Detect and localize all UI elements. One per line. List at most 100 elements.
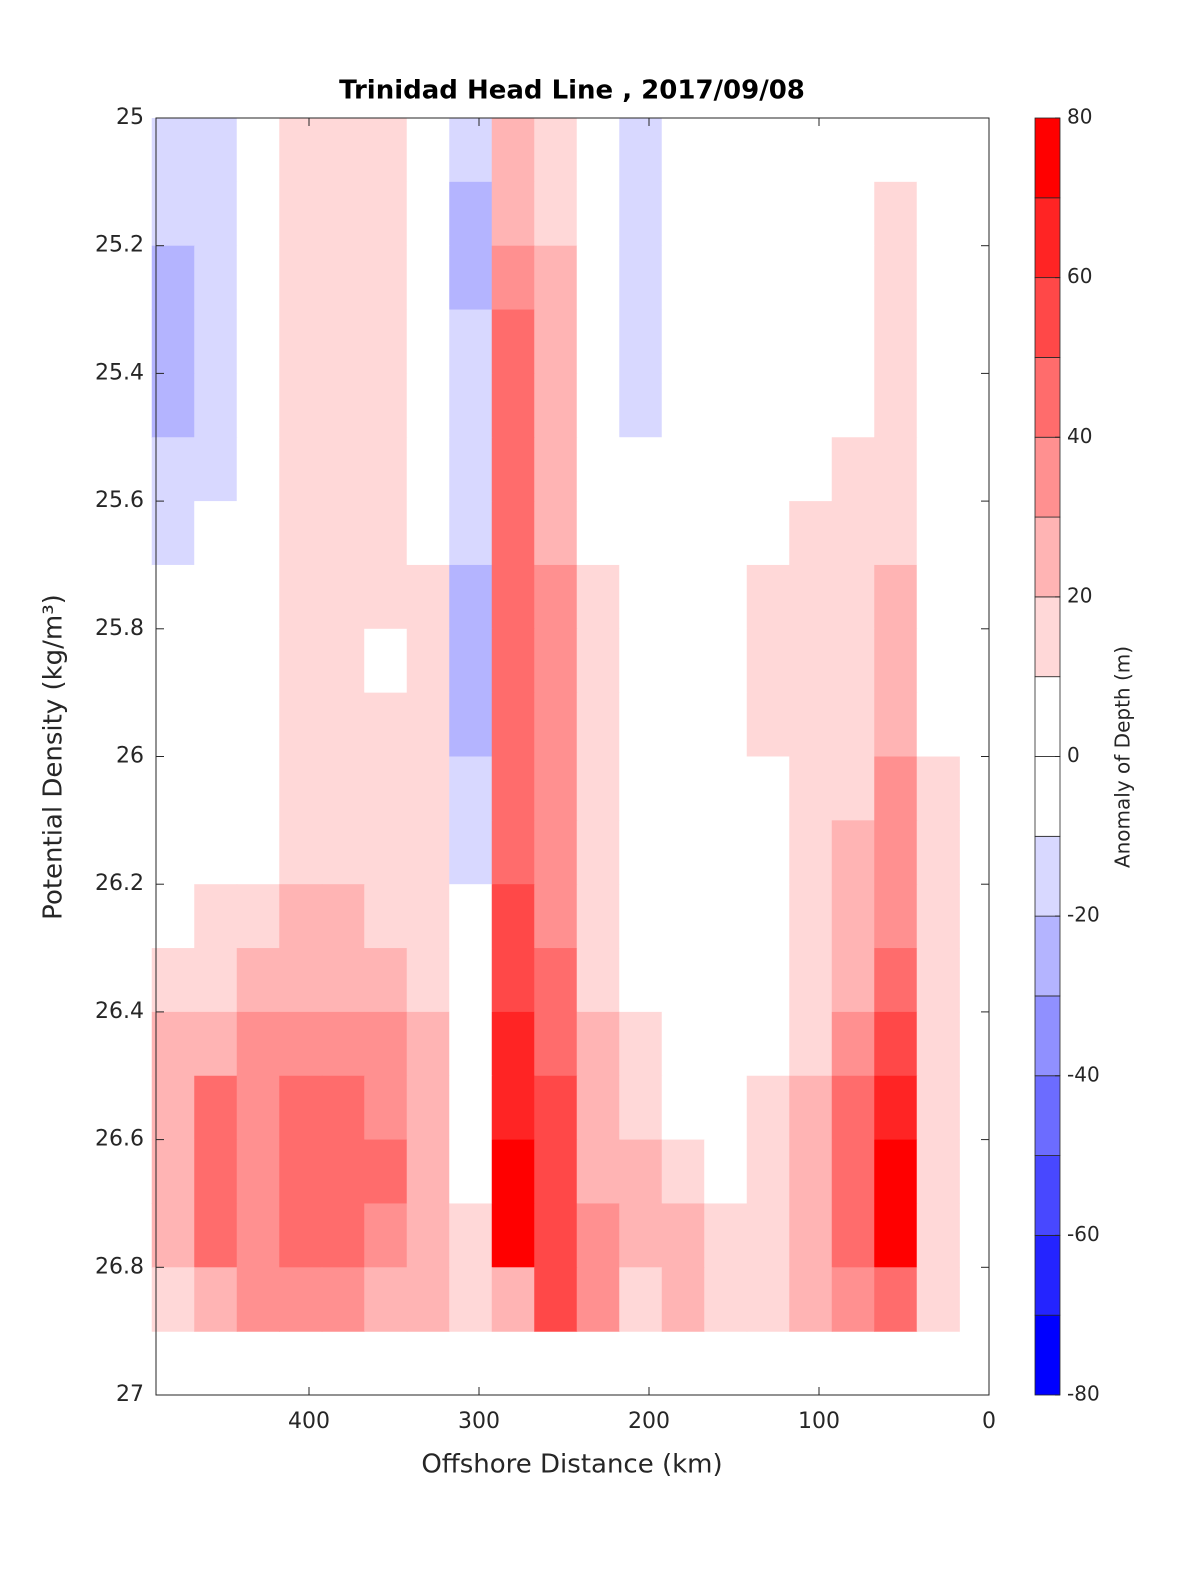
contour-cell	[831, 884, 875, 949]
contour-cell	[831, 1203, 875, 1268]
contour-cell	[619, 564, 663, 630]
contour-cell	[874, 1203, 918, 1268]
contour-cell	[279, 245, 323, 311]
y-tick-label: 25	[116, 105, 144, 130]
contour-cell	[364, 373, 408, 438]
contour-cell	[661, 1203, 705, 1268]
x-tick-label: 100	[798, 1409, 840, 1434]
contour-cell	[491, 948, 535, 1013]
colorbar-tick-label: 0	[1067, 743, 1080, 767]
contour-cell	[279, 1203, 323, 1268]
contour-cell	[789, 756, 833, 821]
contour-cell	[406, 437, 450, 502]
contour-cell	[491, 245, 535, 311]
contour-cell	[916, 628, 960, 694]
contour-cell	[704, 628, 748, 694]
contour-cell	[789, 820, 833, 885]
contour-cell	[194, 1075, 238, 1141]
x-tick-label: 400	[288, 1409, 330, 1434]
x-tick-label: 0	[982, 1409, 996, 1434]
contour-cell	[364, 245, 408, 311]
contour-cell	[661, 628, 705, 694]
contour-cell	[916, 1267, 960, 1332]
contour-cell	[236, 1139, 280, 1205]
contour-cell	[789, 564, 833, 630]
contour-cell	[534, 1011, 578, 1077]
contour-cell	[449, 820, 493, 885]
colorbar-band	[1034, 676, 1061, 757]
contour-cell	[449, 1267, 493, 1332]
contour-cell	[534, 245, 578, 311]
contour-cell	[576, 564, 620, 630]
contour-cell	[874, 373, 918, 438]
contour-cell	[789, 1139, 833, 1205]
contour-cell	[789, 437, 833, 502]
contour-cell	[236, 948, 280, 1013]
contour-cell	[449, 884, 493, 949]
colorbar-tick-label: -80	[1067, 1382, 1100, 1406]
contour-cell	[151, 245, 195, 311]
contour-cell	[874, 820, 918, 885]
contour-cell	[916, 1203, 960, 1268]
colorbar-band	[1034, 756, 1061, 837]
contour-cell	[236, 118, 280, 183]
contour-cell	[151, 884, 195, 949]
contour-cell	[789, 692, 833, 758]
contour-cell	[449, 692, 493, 758]
contour-cell	[279, 1075, 323, 1141]
contour-cell	[236, 245, 280, 311]
contour-cell	[619, 628, 663, 694]
contour-cell	[236, 309, 280, 374]
contour-cell	[576, 692, 620, 758]
contour-cell	[831, 118, 875, 183]
contour-cell	[704, 1203, 748, 1268]
contour-cell	[534, 820, 578, 885]
contour-cell	[874, 118, 918, 183]
contour-cell	[661, 692, 705, 758]
contour-cell	[236, 692, 280, 758]
contour-cell	[321, 692, 365, 758]
contour-cell	[704, 884, 748, 949]
contour-cell	[704, 1011, 748, 1077]
contour-cell	[151, 437, 195, 502]
contour-cell	[534, 756, 578, 821]
contour-cell	[321, 309, 365, 374]
contour-cell	[576, 820, 620, 885]
contour-cell	[746, 1075, 790, 1141]
contour-cell	[874, 501, 918, 566]
contour-cell	[916, 245, 960, 311]
contour-cell	[746, 1011, 790, 1077]
contour-cell	[279, 756, 323, 821]
contour-cell	[661, 309, 705, 374]
contour-cell	[534, 1075, 578, 1141]
y-tick-label: 25.4	[95, 360, 144, 385]
colorbar-band	[1034, 117, 1061, 199]
x-tick-label: 300	[458, 1409, 500, 1434]
contour-cell	[661, 948, 705, 1013]
contour-cell	[789, 1267, 833, 1332]
contour-cell	[406, 820, 450, 885]
contour-cell	[449, 1075, 493, 1141]
contour-cell	[874, 628, 918, 694]
contour-cell	[406, 1203, 450, 1268]
contour-cell	[661, 564, 705, 630]
contour-cell	[704, 948, 748, 1013]
colorbar-band	[1034, 277, 1061, 358]
contour-cell	[321, 245, 365, 311]
contour-cell	[151, 1075, 195, 1141]
contour-cell	[916, 564, 960, 630]
contour-cell	[449, 437, 493, 502]
contour-cell	[449, 501, 493, 566]
contour-cell	[746, 756, 790, 821]
contour-cell	[746, 1267, 790, 1332]
contour-cell	[704, 309, 748, 374]
contour-cell	[916, 692, 960, 758]
contour-cell	[151, 1139, 195, 1205]
contour-cell	[534, 1267, 578, 1332]
contour-cell	[279, 564, 323, 630]
colorbar-tick-label: -60	[1067, 1222, 1100, 1246]
contour-cell	[661, 373, 705, 438]
contour-cell	[449, 564, 493, 630]
contour-cell	[576, 501, 620, 566]
